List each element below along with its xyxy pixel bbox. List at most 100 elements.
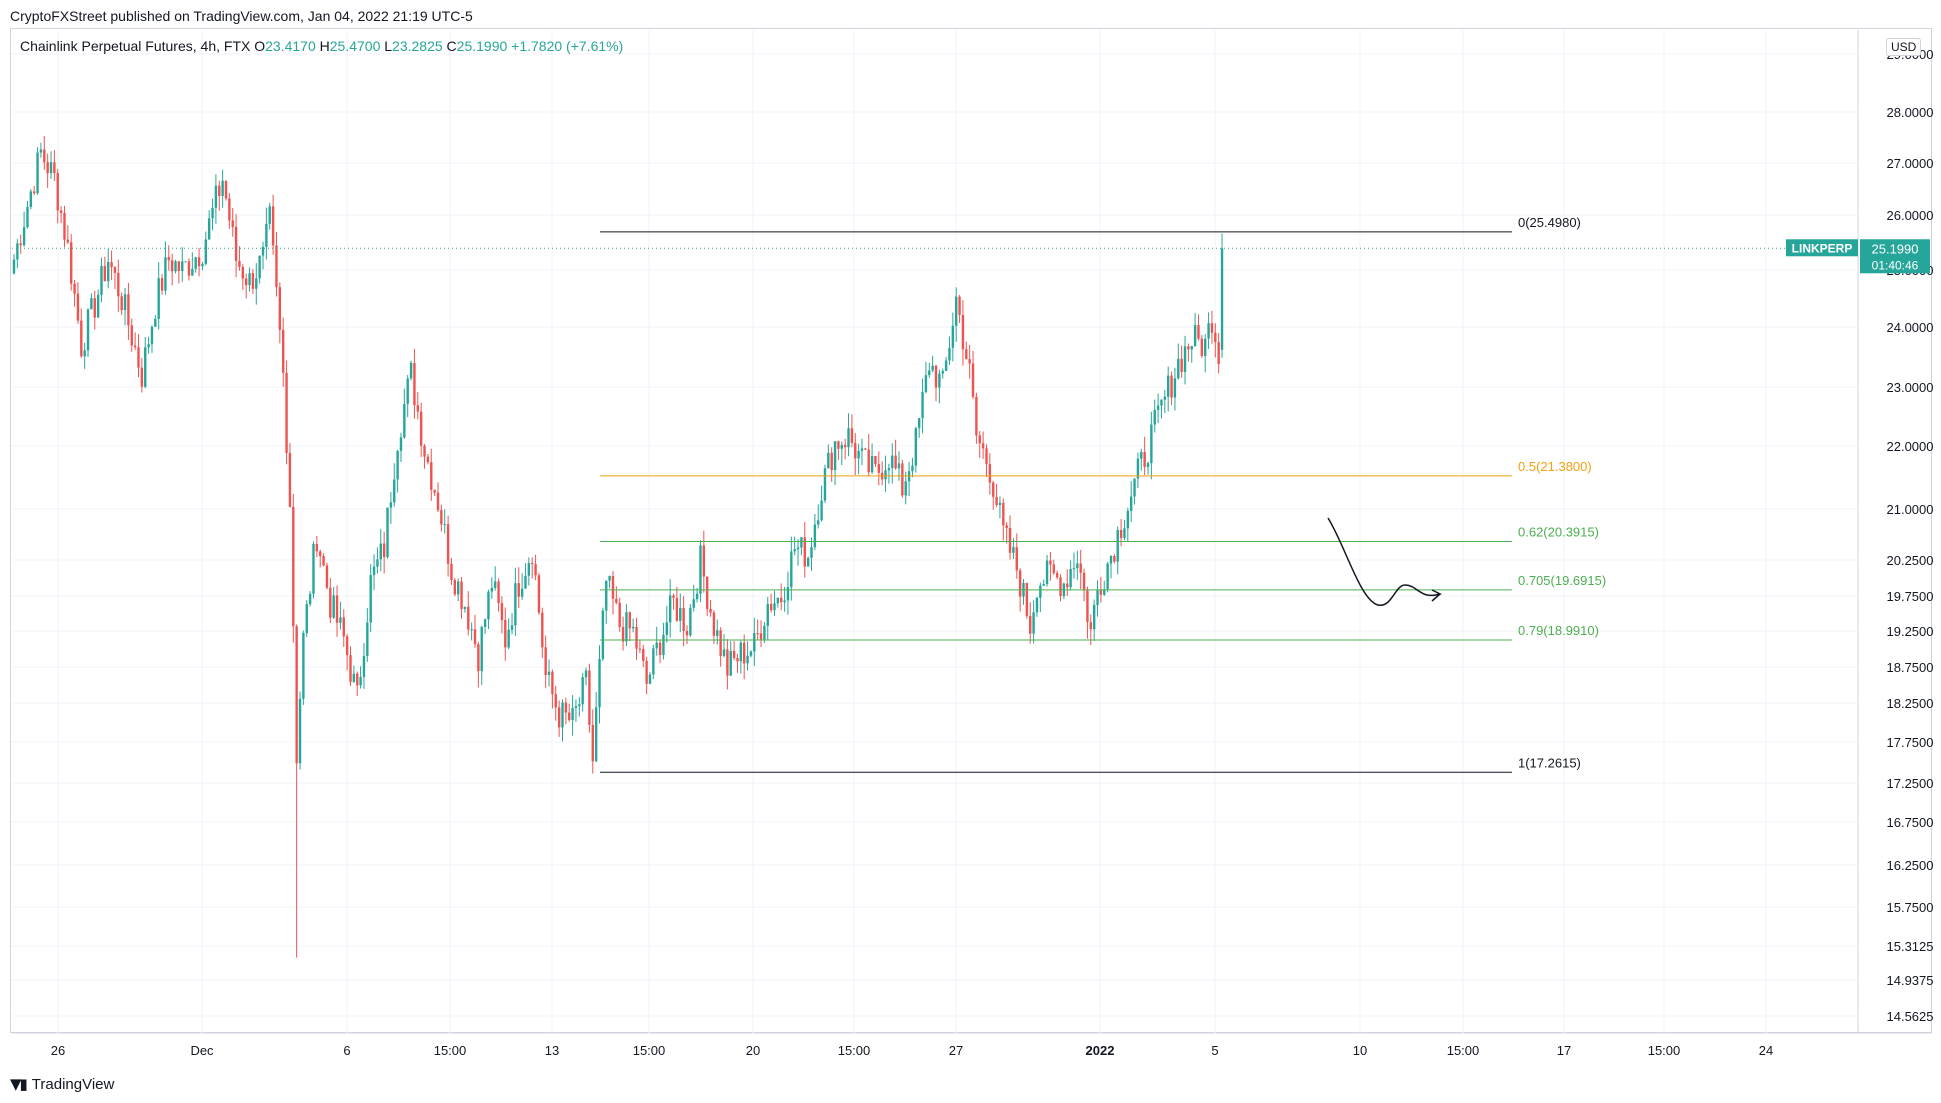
candle-body xyxy=(635,626,638,649)
candle-body xyxy=(843,444,847,448)
candle-body xyxy=(275,245,278,288)
candle-body xyxy=(130,325,133,346)
candle-body xyxy=(605,580,608,611)
candle-body xyxy=(1066,583,1069,588)
candle-body xyxy=(271,206,275,246)
candle-body xyxy=(1029,615,1032,634)
price-tick-label: 22.0000 xyxy=(1887,439,1934,454)
candle-body xyxy=(352,673,356,682)
candle-body xyxy=(504,620,507,648)
candle-body xyxy=(699,545,702,594)
candle-body xyxy=(961,314,965,350)
candle-body xyxy=(133,345,137,348)
candle-body xyxy=(1143,452,1146,467)
candle-body xyxy=(244,278,248,286)
candle-body xyxy=(218,185,221,196)
candle-body xyxy=(759,633,763,640)
candle-body xyxy=(1005,525,1008,528)
candle-body xyxy=(736,657,739,662)
candle-body xyxy=(833,441,837,471)
candle-body xyxy=(19,243,22,246)
candle-body xyxy=(288,452,292,507)
candle-body xyxy=(73,283,76,294)
candle-body xyxy=(426,456,430,463)
price-tick-label: 16.7500 xyxy=(1887,815,1934,830)
candle-body xyxy=(1133,478,1136,497)
candle-body xyxy=(1126,510,1130,529)
candle-body xyxy=(255,278,258,289)
candle-body xyxy=(615,598,618,603)
time-tick-label: 15:00 xyxy=(1447,1043,1480,1058)
candle-body xyxy=(517,583,520,597)
candle-body xyxy=(1170,375,1173,398)
candle-body xyxy=(224,180,228,199)
candle-body xyxy=(541,612,544,648)
candle-body xyxy=(662,634,665,655)
candle-body xyxy=(1025,582,1029,616)
candle-body xyxy=(22,227,26,246)
candle-body xyxy=(56,173,59,211)
candle-body xyxy=(1214,332,1217,343)
candle-body xyxy=(874,456,877,465)
candle-body xyxy=(904,481,907,496)
publish-info: CryptoFXStreet published on TradingView.… xyxy=(10,8,473,24)
candle-body xyxy=(729,651,732,676)
time-tick-label: 5 xyxy=(1211,1043,1218,1058)
currency-button[interactable]: USD xyxy=(1886,38,1922,56)
candle-body xyxy=(628,612,631,629)
candle-body xyxy=(66,239,70,243)
candle-body xyxy=(655,642,658,649)
candle-body xyxy=(527,563,531,576)
candle-body xyxy=(366,622,369,656)
candle-body xyxy=(345,636,349,656)
candle-body xyxy=(753,633,756,652)
candle-body xyxy=(453,579,457,595)
candle-body xyxy=(406,378,409,404)
candle-body xyxy=(319,551,322,556)
candle-body xyxy=(800,537,803,548)
candle-body xyxy=(403,403,406,438)
candle-body xyxy=(1123,528,1126,538)
candle-body xyxy=(1008,527,1012,553)
candle-body xyxy=(450,563,453,580)
countdown-value: 01:40:46 xyxy=(1872,258,1919,272)
candle-body xyxy=(766,603,769,626)
candle-body xyxy=(931,365,934,371)
candle-body xyxy=(955,296,958,326)
candle-body xyxy=(248,273,251,286)
candle-body xyxy=(376,559,379,567)
candle-body xyxy=(1146,463,1150,467)
candle-body xyxy=(712,612,716,636)
candle-body xyxy=(177,261,181,271)
candle-body xyxy=(796,547,800,550)
candle-body xyxy=(625,612,628,642)
candle-body xyxy=(1183,346,1187,373)
candle-body xyxy=(803,537,806,567)
candle-body xyxy=(780,597,783,603)
candle-body xyxy=(870,456,874,473)
candle-body xyxy=(1153,409,1156,425)
candle-body xyxy=(379,543,382,560)
candle-body xyxy=(847,428,850,448)
candle-body xyxy=(1012,547,1015,553)
candle-body xyxy=(588,670,591,725)
candle-body xyxy=(76,293,80,321)
candle-body xyxy=(393,479,396,503)
candle-body xyxy=(921,392,924,419)
candle-body xyxy=(63,212,66,240)
candle-body xyxy=(1069,568,1072,588)
candle-body xyxy=(184,261,187,263)
candle-body xyxy=(709,608,712,613)
candle-body xyxy=(608,575,611,581)
candle-body xyxy=(1113,555,1116,562)
candle-body xyxy=(53,162,56,174)
candle-body xyxy=(571,707,574,721)
candle-body xyxy=(29,191,33,207)
candle-body xyxy=(514,583,517,626)
candle-body xyxy=(1079,563,1082,573)
candle-body xyxy=(564,702,568,713)
price-tick-label: 21.0000 xyxy=(1887,502,1934,517)
candle-body xyxy=(1197,325,1200,339)
candle-body xyxy=(726,649,729,676)
